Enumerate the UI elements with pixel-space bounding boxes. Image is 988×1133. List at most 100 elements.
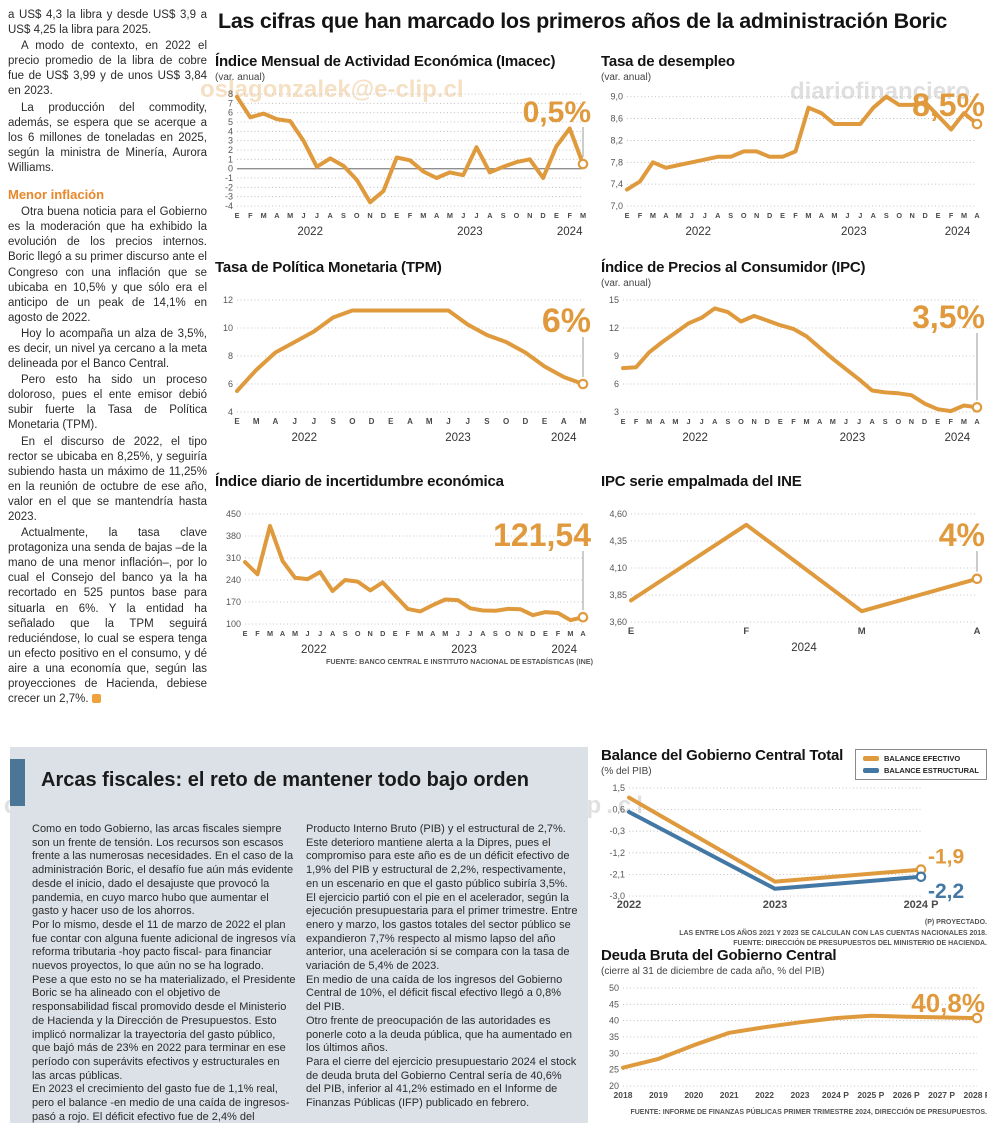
x-tick-label: F <box>949 211 954 220</box>
article-paragraph: Para el cierre del ejercicio presupuesta… <box>306 1055 577 1110</box>
y-tick-label: 0 <box>228 163 233 173</box>
x-tick-label: D <box>530 629 535 638</box>
x-tick-label: J <box>844 417 848 426</box>
x-tick-label: O <box>514 211 520 220</box>
y-tick-label: 12 <box>609 323 619 333</box>
x-tick-label: E <box>625 211 630 220</box>
x-tick-label: A <box>871 211 877 220</box>
x-tick-label: 2018 <box>614 1090 633 1100</box>
x-tick-label: A <box>280 629 286 638</box>
y-tick-label: -2,1 <box>609 869 625 879</box>
x-tick-label: A <box>330 629 336 638</box>
x-tick-label: N <box>368 629 373 638</box>
x-tick-label: N <box>751 417 756 426</box>
y-tick-label: 9 <box>614 351 619 361</box>
x-tick-label: A <box>663 211 669 220</box>
year-label: 2023 <box>451 644 477 656</box>
x-tick-label: M <box>676 211 682 220</box>
year-label: 2022 <box>682 432 708 444</box>
x-tick-label: F <box>743 626 749 637</box>
chart-subtitle: (% del PIB) <box>601 765 652 777</box>
x-tick-label: E <box>243 629 248 638</box>
x-tick-label: E <box>393 629 398 638</box>
y-tick-label: 10 <box>223 323 233 333</box>
y-tick-label: 7 <box>228 98 233 108</box>
chart-subtitle: (var. anual) <box>601 71 652 83</box>
chart-ipc: Índice de Precios al Consumidor (IPC) (v… <box>601 260 987 444</box>
x-tick-label: J <box>845 211 849 220</box>
x-tick-label: 2025 P <box>857 1090 884 1100</box>
x-tick-label: M <box>426 417 433 426</box>
x-tick-label: F <box>408 211 413 220</box>
x-tick-label: F <box>638 211 643 220</box>
x-tick-label: D <box>369 417 375 426</box>
article-paragraph: A modo de contexto, en 2022 el precio pr… <box>8 40 207 98</box>
x-tick-label: J <box>468 629 472 638</box>
x-tick-label: J <box>690 211 694 220</box>
series-line <box>627 809 923 891</box>
y-tick-label: 7,4 <box>610 179 623 189</box>
x-tick-label: 2022 <box>755 1090 774 1100</box>
article-paragraph: Pero esto ha sido un proceso doloroso, p… <box>8 374 207 432</box>
x-tick-label: M <box>420 211 426 220</box>
x-tick-label: E <box>235 211 240 220</box>
year-label: 2024 <box>945 432 971 444</box>
y-tick-label: 4,10 <box>609 563 627 573</box>
x-tick-label: 2023 <box>791 1090 810 1100</box>
chart-title: Tasa de desempleo <box>601 53 735 70</box>
x-tick-label: D <box>540 211 545 220</box>
y-tick-label: 8 <box>228 351 233 361</box>
y-tick-label: 45 <box>609 999 619 1009</box>
x-tick-label: 2028 P <box>964 1090 987 1100</box>
end-point-marker <box>915 871 927 882</box>
chart-source: FUENTE: DIRECCIÓN DE PRESUPUESTOS DEL MI… <box>733 940 987 948</box>
x-tick-label: S <box>330 417 336 426</box>
year-label: 2024 <box>945 226 971 238</box>
x-tick-label: M <box>417 629 423 638</box>
legend-label: BALANCE ESTRUCTURAL <box>884 766 979 775</box>
chart-subtitle <box>215 278 593 292</box>
chart-subtitle <box>215 492 593 506</box>
end-point-marker <box>577 378 589 390</box>
article-paragraph-text: Actualmente, la tasa clave protagoniza u… <box>8 527 207 706</box>
y-tick-label: 6 <box>614 379 619 389</box>
x-tick-label: J <box>687 417 691 426</box>
fiscal-section-panel: Arcas fiscales: el reto de mantener todo… <box>10 747 588 1123</box>
y-tick-label: 9,0 <box>610 91 623 101</box>
x-tick-label: E <box>394 211 399 220</box>
x-tick-label: D <box>522 417 528 426</box>
series-line <box>621 1013 979 1070</box>
y-tick-label: 7,0 <box>610 201 623 211</box>
x-tick-label: J <box>465 417 469 426</box>
fiscal-section-title: Arcas fiscales: el reto de mantener todo… <box>41 769 529 791</box>
x-tick-label: M <box>961 211 967 220</box>
y-tick-label: 170 <box>226 597 241 607</box>
x-tick-label: M <box>804 417 810 426</box>
x-tick-label: S <box>725 417 730 426</box>
article-paragraph: Otra buena noticia para el Gobierno es l… <box>8 206 207 324</box>
x-tick-label: D <box>923 211 928 220</box>
y-tick-label: 6 <box>228 379 233 389</box>
x-tick-label: D <box>767 211 772 220</box>
x-tick-label: F <box>949 417 954 426</box>
y-tick-label: -0,3 <box>609 826 625 836</box>
x-tick-label: A <box>974 626 981 637</box>
y-tick-label: 8,6 <box>610 113 623 123</box>
x-tick-label: S <box>484 417 490 426</box>
x-tick-label: 2026 P <box>893 1090 920 1100</box>
end-point-marker <box>971 573 983 584</box>
x-tick-label: A <box>274 211 280 220</box>
chart-title: Deuda Bruta del Gobierno Central <box>601 947 837 964</box>
x-tick-label: M <box>447 211 453 220</box>
x-tick-label: J <box>475 211 479 220</box>
y-tick-label: -2 <box>225 182 233 192</box>
y-tick-label: 3,60 <box>609 617 627 627</box>
x-tick-label: M <box>287 211 293 220</box>
x-tick-label: 2024 P <box>904 899 939 911</box>
y-tick-label: 380 <box>226 531 241 541</box>
y-tick-label: 2 <box>228 145 233 155</box>
x-tick-label: S <box>883 417 888 426</box>
value-label: 3,5% <box>912 299 985 335</box>
